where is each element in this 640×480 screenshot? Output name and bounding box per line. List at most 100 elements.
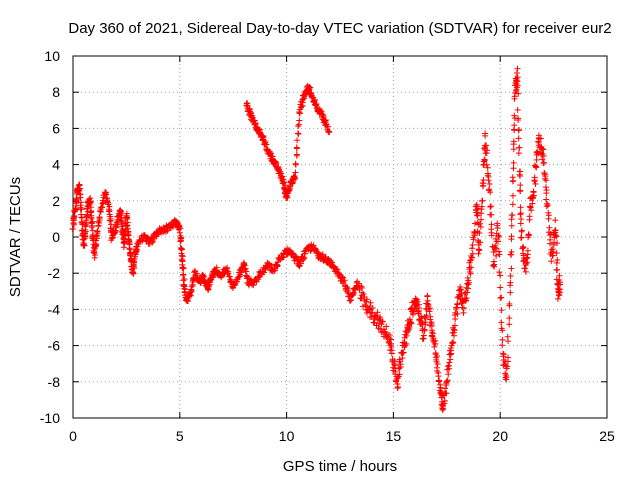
data-point-marker [523, 255, 530, 262]
data-point-marker [124, 223, 131, 230]
data-point-marker [427, 305, 434, 312]
chart-title: Day 360 of 2021, Sidereal Day-to-day VTE… [68, 20, 611, 37]
data-point-marker [78, 206, 85, 213]
data-point-marker [442, 385, 449, 392]
data-point-marker [102, 191, 109, 198]
data-point-marker [504, 363, 511, 370]
data-point-marker [407, 319, 414, 326]
data-point-marker [432, 340, 439, 347]
data-point-marker [434, 353, 441, 360]
data-point-marker [319, 251, 326, 258]
data-point-marker [486, 181, 493, 188]
data-point-marker [445, 363, 452, 370]
x-tick-label: 15 [386, 428, 402, 444]
data-point-marker [120, 244, 127, 251]
data-point-marker [280, 179, 287, 186]
data-point-marker [454, 310, 461, 317]
data-point-marker [545, 209, 552, 216]
data-point-marker [522, 268, 529, 275]
data-point-marker [543, 190, 550, 197]
data-point-marker [358, 295, 365, 302]
data-point-marker [397, 358, 404, 365]
data-point-marker [293, 144, 300, 151]
data-point-marker [80, 240, 87, 247]
data-point-marker [451, 327, 458, 334]
data-point-marker [537, 135, 544, 142]
data-point-marker [255, 274, 262, 281]
data-point-marker [501, 361, 508, 368]
data-point-marker [89, 222, 96, 229]
data-point-marker [292, 174, 299, 181]
data-point-marker [479, 198, 486, 205]
data-point-marker [87, 199, 94, 206]
data-point-marker [176, 229, 183, 236]
data-point-marker [495, 248, 502, 255]
data-point-marker [403, 340, 410, 347]
data-point-marker [506, 315, 513, 322]
data-point-marker [511, 112, 518, 119]
data-point-marker [200, 272, 207, 279]
data-point-marker [498, 294, 505, 301]
data-point-marker [177, 225, 184, 232]
data-point-marker [510, 159, 517, 166]
y-tick-label: -2 [48, 265, 61, 281]
data-point-marker [132, 249, 139, 256]
data-point-marker [443, 390, 450, 397]
data-point-marker [509, 192, 516, 199]
data-point-marker [493, 245, 500, 252]
data-point-marker [473, 201, 480, 208]
data-point-marker [443, 378, 450, 385]
data-point-marker [477, 223, 484, 230]
data-point-marker [518, 227, 525, 234]
data-point-marker [434, 360, 441, 367]
data-point-marker [535, 150, 542, 157]
data-point-marker [343, 283, 350, 290]
data-point-marker [233, 279, 240, 286]
data-point-marker [458, 286, 465, 293]
data-point-marker [515, 127, 522, 134]
data-point-marker [467, 270, 474, 277]
data-point-marker [526, 213, 533, 220]
data-point-marker [508, 251, 515, 258]
data-point-marker [505, 354, 512, 361]
data-point-marker [554, 240, 561, 247]
data-points [69, 65, 564, 413]
data-point-marker [477, 239, 484, 246]
data-point-marker [508, 222, 515, 229]
data-point-marker [367, 309, 374, 316]
data-point-marker [188, 283, 195, 290]
data-point-marker [527, 204, 534, 211]
data-point-marker [312, 245, 319, 252]
data-point-marker [530, 189, 537, 196]
data-point-marker [485, 173, 492, 180]
data-point-marker [394, 380, 401, 387]
data-point-marker [553, 250, 560, 257]
data-point-marker [509, 212, 516, 219]
data-point-marker [518, 234, 525, 241]
data-point-marker [502, 362, 509, 369]
data-point-marker [396, 365, 403, 372]
data-point-marker [516, 144, 523, 151]
data-point-marker [177, 238, 184, 245]
data-point-marker [78, 218, 85, 225]
data-point-marker [396, 371, 403, 378]
data-point-marker [340, 278, 347, 285]
data-point-marker [525, 232, 532, 239]
data-point-marker [400, 349, 407, 356]
data-point-marker [450, 326, 457, 333]
data-point-marker [421, 327, 428, 334]
data-point-marker [388, 340, 395, 347]
y-tick-label: 6 [52, 120, 60, 136]
data-point-marker [408, 320, 415, 327]
data-point-marker [463, 295, 470, 302]
data-point-marker [556, 272, 563, 279]
data-point-marker [397, 361, 404, 368]
data-point-marker [508, 265, 515, 272]
data-point-marker [548, 258, 555, 265]
data-point-marker [499, 342, 506, 349]
data-point-marker [468, 254, 475, 261]
data-point-marker [201, 273, 208, 280]
data-point-marker [94, 228, 101, 235]
data-point-marker [495, 238, 502, 245]
data-point-marker [484, 147, 491, 154]
